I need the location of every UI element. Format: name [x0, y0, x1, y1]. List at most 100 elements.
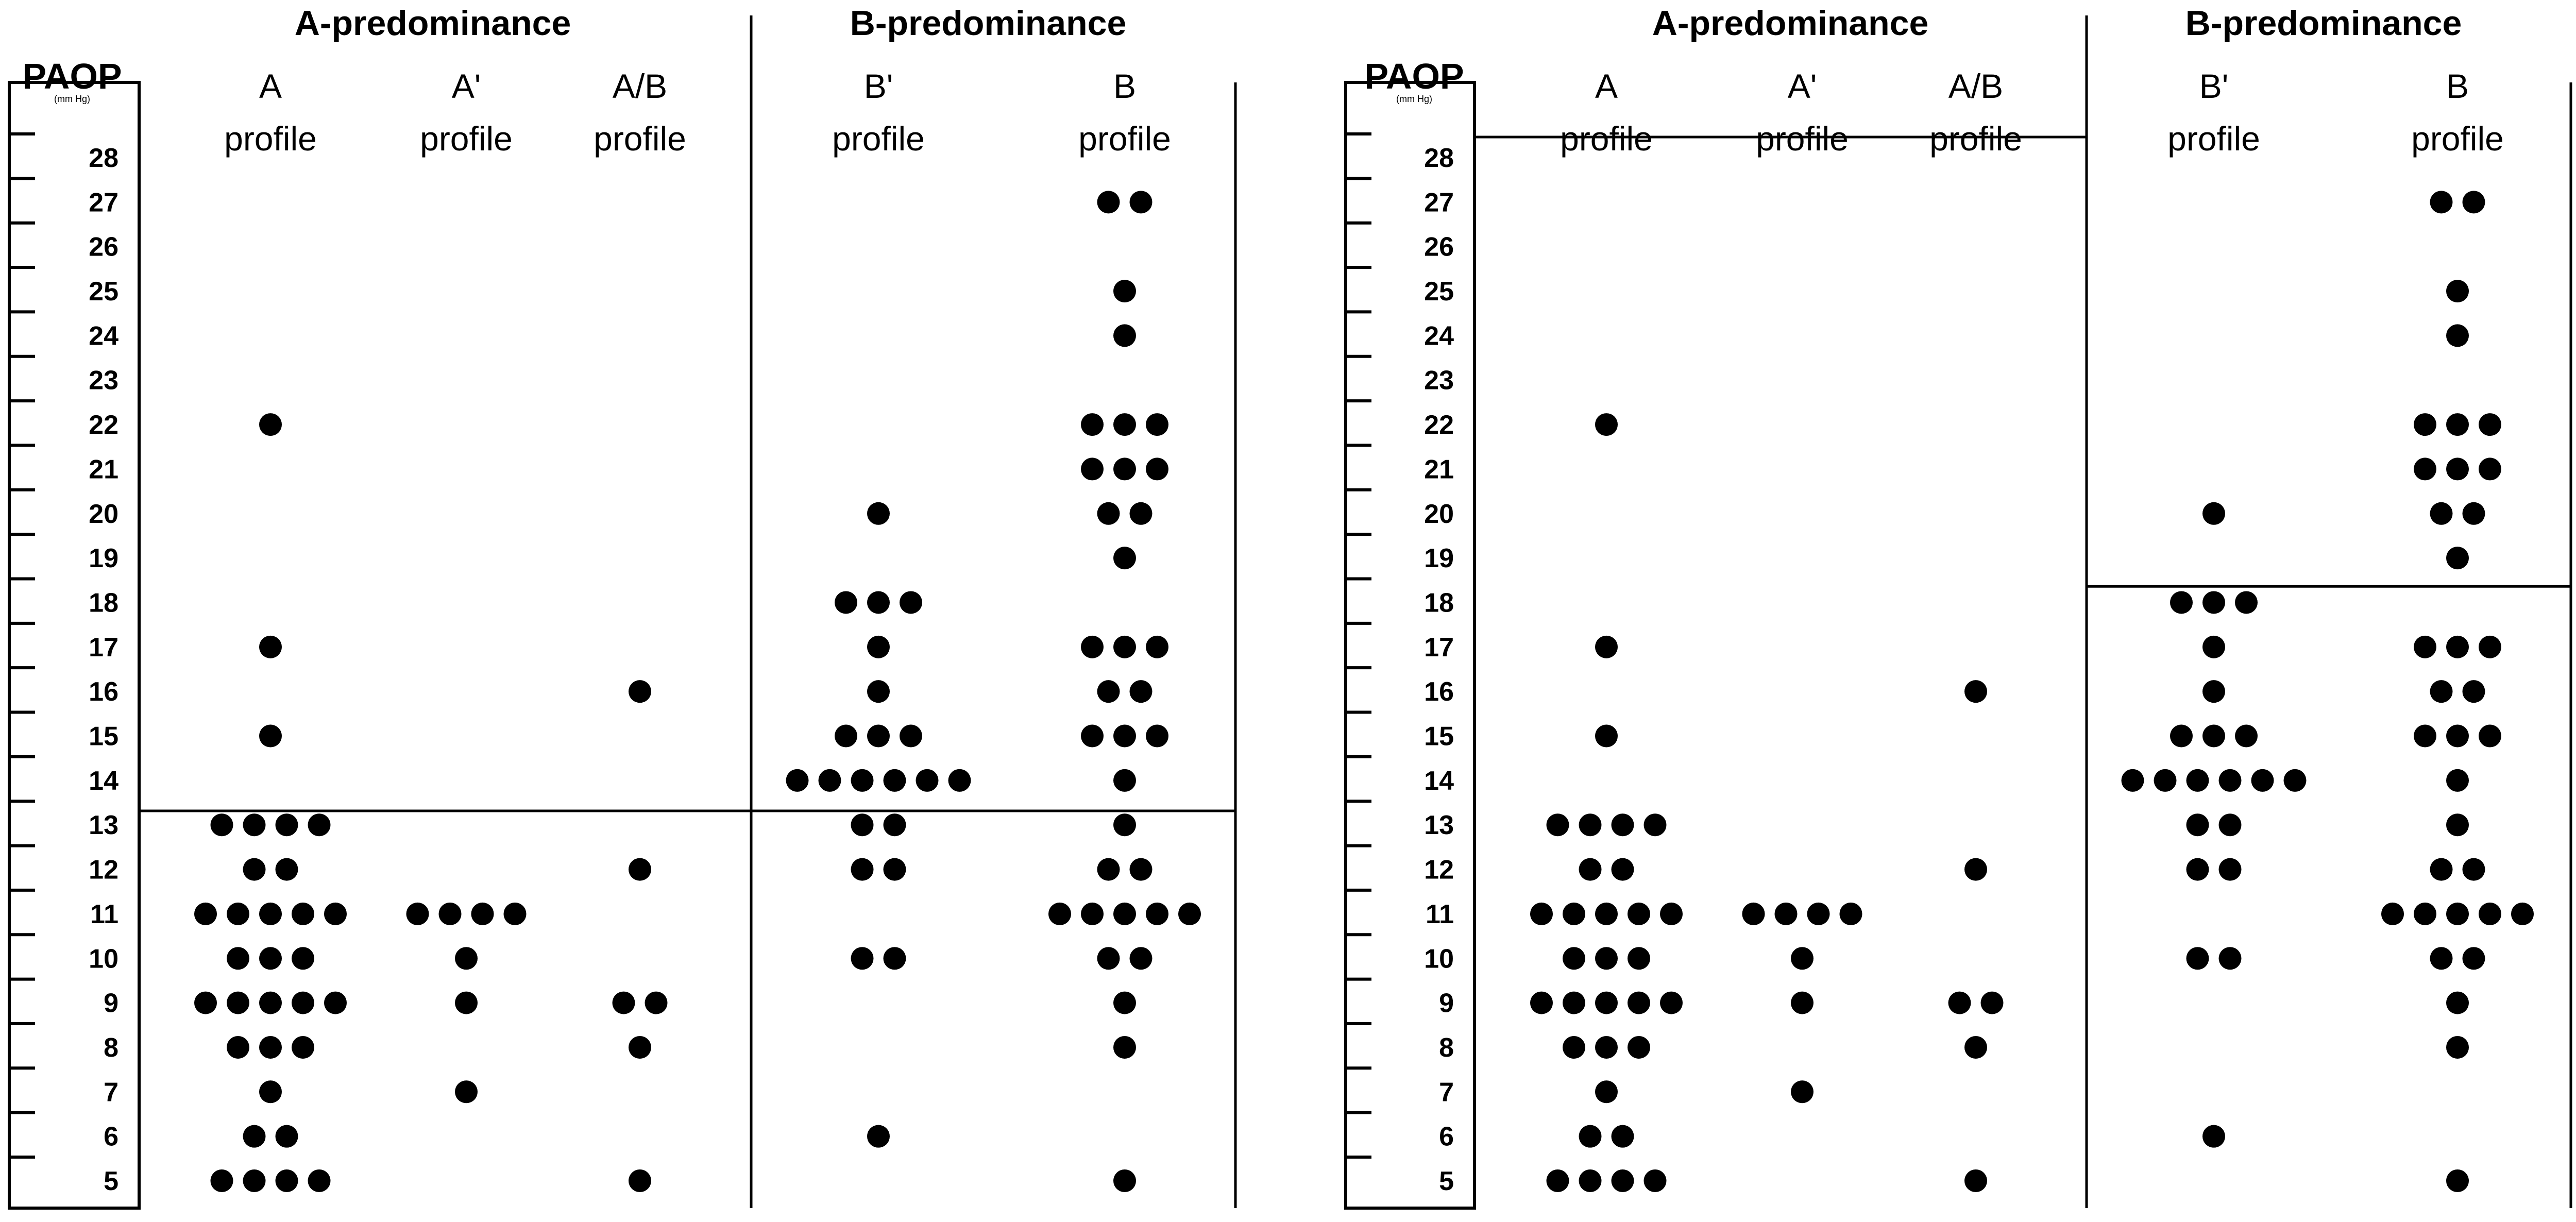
y-tick-label: 19: [1424, 544, 1454, 573]
data-point: [1146, 413, 1168, 436]
data-point: [1563, 991, 1585, 1014]
y-tick-label: 22: [1424, 410, 1454, 440]
column-label: A/B: [613, 67, 667, 105]
data-point: [2202, 680, 2225, 703]
data-point: [867, 502, 890, 525]
data-point: [2446, 413, 2469, 436]
group-title: B-predominance: [850, 4, 1127, 43]
data-point: [851, 769, 874, 792]
data-point: [308, 1169, 331, 1192]
data-point: [292, 947, 314, 970]
data-point: [406, 902, 429, 925]
data-point: [1774, 902, 1798, 925]
data-point: [851, 813, 874, 837]
column-label-sub: profile: [1929, 120, 2022, 158]
data-point: [194, 902, 217, 925]
data-point: [2446, 724, 2469, 748]
data-point: [867, 724, 890, 748]
data-point: [2479, 457, 2501, 481]
data-point: [1964, 858, 1987, 881]
data-point: [1113, 991, 1136, 1014]
data-point: [629, 1036, 651, 1059]
y-tick-label: 12: [1424, 855, 1454, 885]
data-point: [1081, 902, 1104, 925]
data-point: [471, 902, 494, 925]
data-point: [259, 1036, 282, 1059]
data-point: [259, 947, 282, 970]
data-point: [1113, 413, 1136, 436]
data-point: [2170, 591, 2193, 614]
data-point: [210, 1169, 233, 1192]
data-point: [2446, 635, 2469, 658]
data-point: [2186, 858, 2209, 881]
data-point: [227, 947, 249, 970]
y-axis-title: PAOP: [22, 56, 122, 96]
data-point: [275, 1125, 298, 1148]
column-label: A: [259, 67, 282, 105]
y-tick-label: 17: [1424, 633, 1454, 663]
data-point: [1113, 1036, 1136, 1059]
data-point: [1660, 991, 1683, 1014]
data-point: [2186, 813, 2209, 837]
data-point: [1563, 902, 1585, 925]
column-label: A': [452, 67, 481, 105]
y-tick-label: 11: [1426, 899, 1454, 929]
data-point: [292, 902, 314, 925]
data-point: [455, 991, 478, 1014]
data-point: [900, 591, 922, 614]
data-point: [2202, 724, 2225, 748]
data-point: [2202, 502, 2225, 525]
column-label-sub: profile: [2167, 120, 2260, 158]
y-tick-label: 26: [1424, 232, 1454, 262]
y-tick-label: 14: [89, 766, 118, 796]
data-point: [1964, 680, 1987, 703]
data-point: [2121, 769, 2144, 792]
data-point: [2251, 769, 2274, 792]
data-point: [2414, 457, 2436, 481]
data-point: [259, 902, 282, 925]
data-point: [1595, 991, 1618, 1014]
data-point: [1113, 457, 1136, 481]
y-tick-label: 27: [89, 188, 118, 217]
data-point: [883, 858, 906, 881]
data-point: [2154, 769, 2177, 792]
data-point: [818, 769, 841, 792]
y-tick-label: 17: [89, 633, 118, 663]
y-tick-label: 8: [104, 1033, 118, 1063]
y-tick-label: 6: [104, 1122, 118, 1152]
y-tick-label: 19: [89, 544, 118, 573]
data-point: [1546, 1169, 1569, 1192]
data-point: [227, 902, 249, 925]
data-point: [1097, 191, 1120, 214]
column-label: B: [1113, 67, 1136, 105]
data-point: [1563, 947, 1585, 970]
group-title: B-predominance: [2185, 4, 2462, 43]
data-point: [1113, 769, 1136, 792]
column-label-sub: profile: [224, 120, 317, 158]
data-point: [1546, 813, 1569, 837]
data-point: [867, 680, 890, 703]
data-point: [2462, 191, 2485, 214]
data-point: [308, 813, 331, 837]
data-point: [2218, 947, 2242, 970]
data-point: [2202, 635, 2225, 658]
data-point: [438, 902, 462, 925]
y-tick-label: 14: [1424, 766, 1454, 796]
data-point: [1595, 635, 1618, 658]
data-point: [227, 1036, 249, 1059]
data-point: [2283, 769, 2307, 792]
data-point: [2446, 324, 2469, 347]
data-point: [1595, 902, 1618, 925]
data-point: [835, 724, 857, 748]
data-point: [503, 902, 527, 925]
data-point: [1081, 413, 1104, 436]
data-point: [1611, 813, 1634, 837]
data-point: [1113, 324, 1136, 347]
y-axis-frame: [1344, 81, 1476, 1210]
data-point: [2235, 591, 2258, 614]
group-title: A-predominance: [295, 4, 571, 43]
data-point: [1595, 1080, 1618, 1104]
data-point: [1595, 1036, 1618, 1059]
data-point: [259, 991, 282, 1014]
data-point: [1113, 902, 1136, 925]
